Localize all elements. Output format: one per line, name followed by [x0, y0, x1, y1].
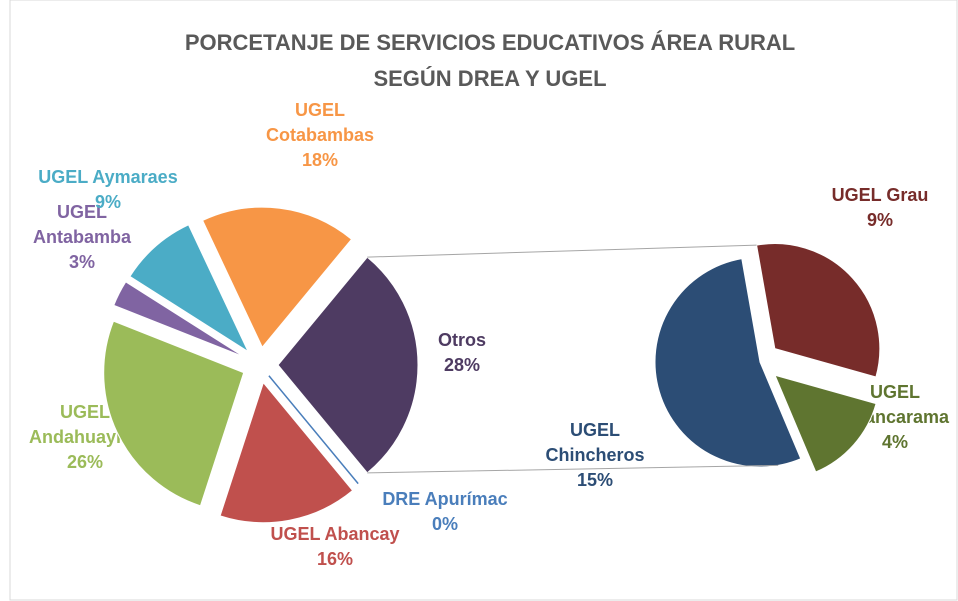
slice-label: UGEL Aymaraes 9%: [8, 165, 208, 215]
slice-value: 4%: [881, 432, 908, 452]
slice-name: UGEL Cotabambas: [265, 100, 375, 145]
marks: [103, 206, 881, 524]
pie-slice: [268, 375, 359, 485]
pie-slice: [129, 224, 250, 353]
chart-title: PORCETANJE DE SERVICIOS EDUCATIVOS ÁREA …: [185, 30, 795, 55]
pie-slice: [654, 258, 802, 468]
slice-label: UGEL Andahuaylas 26%: [20, 400, 150, 475]
slice-label: UGEL Chincheros 15%: [525, 418, 665, 493]
connector-line: [367, 244, 757, 258]
slice-label: UGEL Abancay 16%: [235, 522, 435, 572]
pie-slice: [774, 374, 877, 473]
slice-name: UGEL Antabamba: [32, 202, 131, 247]
slice-name: UGEL Grau: [831, 185, 929, 205]
pie-slice: [756, 243, 881, 378]
slice-label: UGEL Cotabambas 18%: [250, 98, 390, 173]
slice-name: UGEL Abancay: [270, 524, 400, 544]
slice-label: UGEL Chincheros 15%: [525, 418, 665, 493]
connector-line: [367, 464, 779, 474]
slice-label: UGEL Andahuaylas 26%: [20, 400, 150, 475]
slice-name: DRE Apurímac: [382, 489, 508, 509]
slice-label: DRE Apurímac 0%: [345, 487, 545, 537]
slice-label: UGEL Cotabambas 18%: [250, 98, 390, 173]
slice-label: UGEL Abancay 16%: [235, 522, 435, 572]
slice-label: UGEL Aymaraes 9%: [8, 165, 208, 215]
slice-label: UGEL Grau 9%: [810, 183, 950, 233]
slice-value: 28%: [443, 355, 481, 375]
chart-title: SEGÚN DREA Y UGEL: [373, 66, 606, 91]
pie-slice: [219, 381, 354, 524]
slice-name: Otros: [437, 330, 486, 350]
pie-slice: [201, 206, 353, 349]
slice-label: Otros 28%: [402, 328, 522, 378]
slice-name: UGEL Chincheros: [545, 420, 645, 465]
slice-name: UGEL Andahuaylas: [28, 402, 142, 447]
slice-value: 26%: [66, 452, 104, 472]
slice-label: UGEL Antabamba 3%: [17, 200, 147, 275]
slice-label: UGEL Grau 9%: [810, 183, 950, 233]
slice-value: 16%: [316, 549, 354, 569]
slice-label: UGEL Antabamba 3%: [17, 200, 147, 275]
slice-value: 3%: [68, 252, 95, 272]
pie-slice: [113, 281, 245, 358]
pie-slice: [103, 320, 245, 507]
slice-value: 15%: [576, 470, 614, 490]
slice-value: 9%: [866, 210, 893, 230]
slice-value: 0%: [431, 514, 458, 534]
pie-slice: [277, 256, 419, 474]
slice-value: 9%: [94, 192, 121, 212]
slice-name: UGEL Aymaraes: [38, 167, 178, 187]
slice-value: 18%: [301, 150, 339, 170]
slice-label: Otros 28%: [402, 328, 522, 378]
slice-label: DRE Apurímac 0%: [345, 487, 545, 537]
